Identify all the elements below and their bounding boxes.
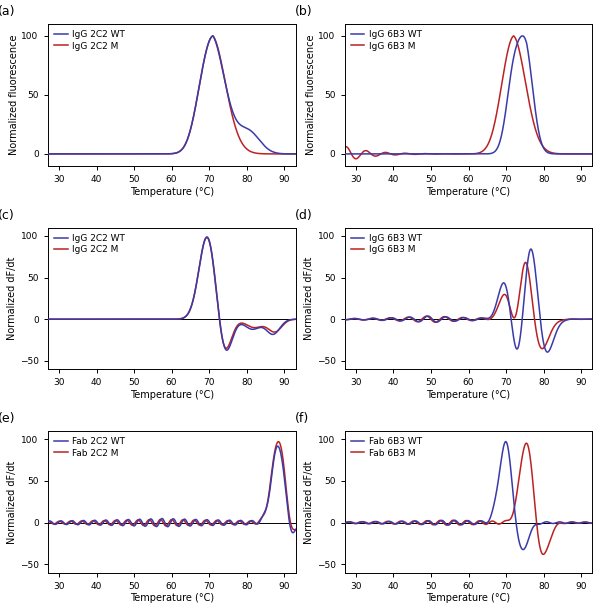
Y-axis label: Normalized dF/dt: Normalized dF/dt bbox=[304, 256, 314, 340]
Legend: IgG 6B3 WT, IgG 6B3 M: IgG 6B3 WT, IgG 6B3 M bbox=[349, 29, 424, 52]
X-axis label: Temperature (°C): Temperature (°C) bbox=[426, 593, 511, 604]
X-axis label: Temperature (°C): Temperature (°C) bbox=[130, 186, 213, 197]
Text: (e): (e) bbox=[0, 412, 16, 425]
Text: (d): (d) bbox=[295, 209, 313, 222]
Text: (b): (b) bbox=[295, 5, 313, 18]
X-axis label: Temperature (°C): Temperature (°C) bbox=[130, 390, 213, 400]
Text: (f): (f) bbox=[295, 412, 309, 425]
X-axis label: Temperature (°C): Temperature (°C) bbox=[426, 186, 511, 197]
Legend: Fab 2C2 WT, Fab 2C2 M: Fab 2C2 WT, Fab 2C2 M bbox=[52, 435, 127, 459]
X-axis label: Temperature (°C): Temperature (°C) bbox=[130, 593, 213, 604]
Y-axis label: Normalized dF/dt: Normalized dF/dt bbox=[7, 460, 17, 543]
Text: (c): (c) bbox=[0, 209, 15, 222]
Y-axis label: Normalized fluorescence: Normalized fluorescence bbox=[8, 35, 19, 155]
Legend: IgG 2C2 WT, IgG 2C2 M: IgG 2C2 WT, IgG 2C2 M bbox=[52, 232, 127, 256]
Legend: Fab 6B3 WT, Fab 6B3 M: Fab 6B3 WT, Fab 6B3 M bbox=[349, 435, 424, 459]
Legend: IgG 2C2 WT, IgG 2C2 M: IgG 2C2 WT, IgG 2C2 M bbox=[52, 29, 127, 52]
X-axis label: Temperature (°C): Temperature (°C) bbox=[426, 390, 511, 400]
Y-axis label: Normalized dF/dt: Normalized dF/dt bbox=[304, 460, 314, 543]
Text: (a): (a) bbox=[0, 5, 16, 18]
Y-axis label: Normalized fluorescence: Normalized fluorescence bbox=[306, 35, 316, 155]
Y-axis label: Normalized dF/dt: Normalized dF/dt bbox=[7, 256, 17, 340]
Legend: IgG 6B3 WT, IgG 6B3 M: IgG 6B3 WT, IgG 6B3 M bbox=[349, 232, 424, 256]
